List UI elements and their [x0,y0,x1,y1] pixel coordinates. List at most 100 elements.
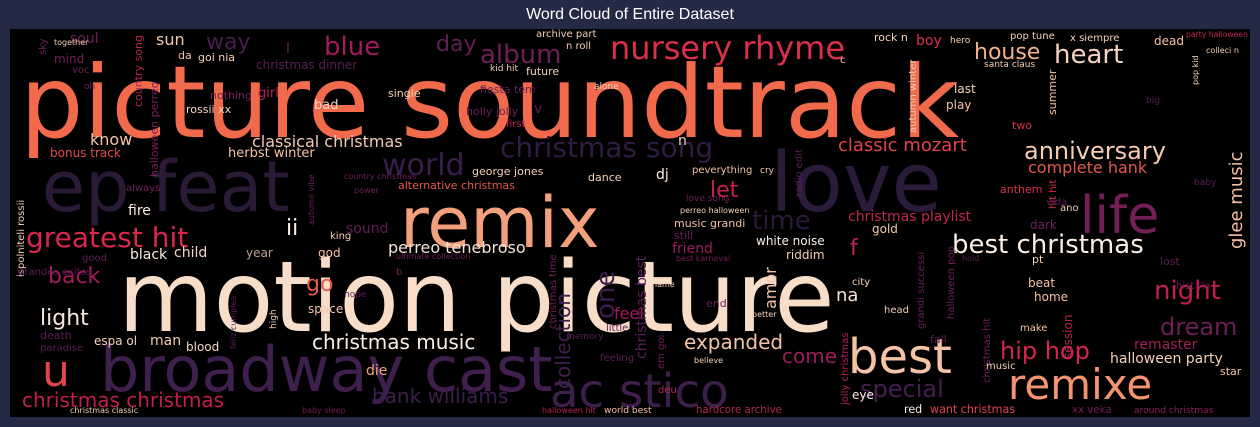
word-fall: fall [930,333,947,346]
word-v: v [534,101,542,117]
word-xx-veka: xx veka [1072,405,1112,416]
word-christmas-hit: christmas hit [982,318,993,383]
word-archive-part: archive part [536,29,596,40]
word-rossii-xx: rossii xx [186,103,232,116]
word-end: end [706,297,727,310]
word-remixe: remixe [1008,360,1152,409]
word-special: special [860,375,944,403]
word-collection: collection [551,293,575,389]
word-hold: hold [962,254,979,263]
word-bonus-track: bonus track [50,146,121,160]
word-cloud-panel: picture soundtrack motion picture love ep f… [10,29,1250,417]
word-gold: gold [872,222,898,236]
word-baby: baby [1194,178,1217,188]
word-fire: fire [128,203,151,219]
word-christmas-music: christmas music [312,330,475,354]
word-em-goi: em goi [656,335,667,369]
word-light: light [40,306,89,331]
word-together: together [54,38,89,47]
word-picture-soundtrack: picture soundtrack [20,44,959,161]
word-hist-ria: hist ria [1176,281,1210,292]
word-world-best: world best [604,406,652,416]
word-holly-jolly: holly jolly [466,105,519,118]
word-motion-picture: motion picture [118,241,835,355]
word-pt: pt [1032,253,1044,266]
word-grandi-successi: grandi successi [916,252,927,329]
word-time: time [752,206,811,236]
word-man: man [150,333,181,349]
word-eye: eye [852,388,874,402]
word-radio-edit: radio edit [794,149,805,197]
word-halloween-party: halloween party [1110,351,1223,367]
word-nothing: nothing [210,89,252,102]
word-mind: mind [54,52,84,66]
word-way: way [206,30,251,55]
word-album: album [480,40,561,70]
word-amor: amor [761,267,780,309]
word-believe: believe [694,356,723,365]
word-king: king [330,231,351,242]
word-music-grandi: music grandi [674,217,745,230]
word-let: let [710,178,739,203]
word-power: power [354,186,379,195]
word-sun: sun [156,30,185,49]
word-autumn-vibe: autumn vibe [307,174,316,225]
word-back: back [48,264,101,289]
word-lost: lost [1160,255,1181,268]
word-space: space [308,302,343,316]
word-nursery-rhyme: nursery rhyme [610,29,845,67]
word-alone: alone [594,82,619,92]
word-ac-stico: ac stico [550,364,729,417]
word-ultimate-collection: ultimate collection [396,252,470,261]
word-broadway-cast: broadway cast [100,333,553,406]
word-anniversary: anniversary [1024,137,1166,165]
word-boy: boy [916,33,942,49]
word-oh: oh [84,82,95,92]
word-still: still [674,229,693,242]
word-voc: voc [72,65,90,76]
word-blood: blood [186,340,219,354]
word-hardcore-archive: hardcore archive [696,405,782,416]
word-white-noise: white noise [756,234,825,248]
word-paradise: paradise [40,343,83,354]
word-sky: sky [38,38,49,55]
word-halloween-perreo: halloween perreo [148,81,161,177]
word-home: home [1034,290,1068,304]
word-dance: dance [588,171,622,184]
word-herbst-winter: herbst winter [228,146,315,161]
word-hip-hop: hip hop [1000,337,1090,365]
word-christmas-song: christmas song [500,131,713,164]
word-die: die [366,363,387,379]
word-beat: beat [1028,276,1055,290]
word-always: always [126,183,160,194]
word-hope: hope [344,290,367,300]
word-anthem: anthem [1000,183,1042,196]
word-best-christmas: best christmas [952,230,1144,260]
word-heart: heart [1054,40,1123,70]
word-perreo-tenebroso: perreo tenebroso [388,238,526,257]
word-two: two [1012,119,1032,132]
word-ano: ano [1060,203,1079,214]
word-christmas-christmas: christmas christmas [22,388,224,412]
word-feliz-cumplea: feliz cumplea [229,296,238,349]
word-halloween-hit: halloween hit [542,406,596,415]
word-x-siempre: x siempre [1070,33,1119,44]
word-christmas-time: christmas time [548,254,559,329]
word-better: better [752,310,777,319]
word-f: f [850,236,859,261]
word-know: know [90,130,132,149]
word-play: play [946,98,971,112]
word-autumn-winter: autumn winter [908,59,919,133]
word-name: name [652,280,675,289]
word-bad: bad [314,98,338,113]
word-peverything: peverything [692,165,752,176]
word-love-song: love song [686,194,729,204]
word-soul: soul [70,31,99,47]
word-high: high [269,309,279,329]
word-make: make [1020,323,1047,334]
word-night: night [1154,276,1221,306]
word-music: music [986,361,1016,372]
word-ep-feat: ep feat [42,146,290,228]
word-fiesta-tem: fiesta tem [480,83,536,96]
word-deu: deu [658,385,677,396]
